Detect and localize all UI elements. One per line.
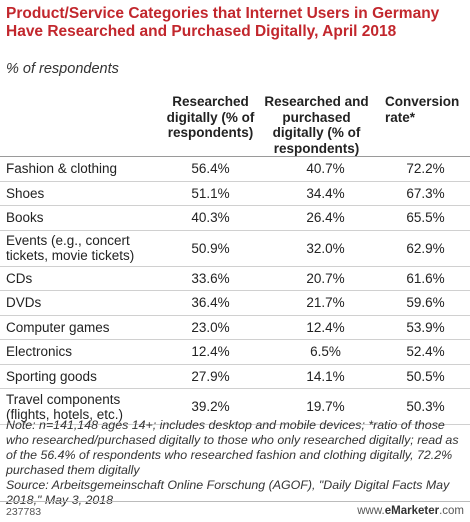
row-purchased-value: 26.4% [258, 205, 375, 231]
table-row: Electronics 12.4% 6.5% 52.4% [0, 339, 470, 365]
table-row: Computer games 23.0% 12.4% 53.9% [0, 315, 470, 340]
row-conversion-value: 50.5% [375, 364, 470, 389]
row-researched-value: 56.4% [163, 156, 258, 182]
chart-subtitle: % of respondents [6, 61, 119, 77]
table-row: Sporting goods 27.9% 14.1% 50.5% [0, 364, 470, 389]
row-category: Shoes [0, 181, 163, 206]
row-purchased-value: 21.7% [258, 290, 375, 316]
row-conversion-value: 52.4% [375, 339, 470, 365]
row-purchased-value: 6.5% [258, 339, 375, 365]
brand-prefix: www. [357, 505, 385, 517]
row-category: Events (e.g., concert tickets, movie tic… [0, 230, 163, 267]
table-row: CDs 33.6% 20.7% 61.6% [0, 266, 470, 291]
row-purchased-value: 34.4% [258, 181, 375, 206]
data-table-container: Researched digitally (% of respondents) … [0, 88, 470, 425]
row-conversion-value: 53.9% [375, 315, 470, 340]
row-conversion-value: 67.3% [375, 181, 470, 206]
row-researched-value: 27.9% [163, 364, 258, 389]
chart-title: Product/Service Categories that Internet… [6, 5, 440, 40]
footer: 237783 www.eMarketer.com [0, 501, 470, 522]
header-researched: Researched digitally (% of respondents) [163, 88, 258, 157]
row-researched-value: 39.2% [163, 388, 258, 425]
table-header-row: Researched digitally (% of respondents) … [0, 88, 470, 157]
row-category: Electronics [0, 339, 163, 365]
row-purchased-value: 19.7% [258, 388, 375, 425]
row-researched-value: 40.3% [163, 205, 258, 231]
row-purchased-value: 12.4% [258, 315, 375, 340]
row-researched-value: 36.4% [163, 290, 258, 316]
row-researched-value: 50.9% [163, 230, 258, 267]
data-table: Researched digitally (% of respondents) … [0, 88, 470, 425]
brand-suffix: .com [439, 505, 464, 517]
table-row: Travel components (flights, hotels, etc.… [0, 388, 470, 425]
row-researched-value: 23.0% [163, 315, 258, 340]
table-row: DVDs 36.4% 21.7% 59.6% [0, 290, 470, 316]
table-body: Fashion & clothing 56.4% 40.7% 72.2% Shoes 51… [0, 156, 470, 425]
row-conversion-value: 65.5% [375, 205, 470, 231]
brand-link[interactable]: www.eMarketer.com [357, 505, 464, 517]
row-category: Travel components (flights, hotels, etc.… [0, 388, 163, 425]
row-category: Sporting goods [0, 364, 163, 389]
header-conversion: Conversion rate* [375, 88, 470, 157]
row-category: Fashion & clothing [0, 156, 163, 182]
row-researched-value: 12.4% [163, 339, 258, 365]
row-purchased-value: 32.0% [258, 230, 375, 267]
chart-id: 237783 [6, 506, 42, 518]
row-category: Computer games [0, 315, 163, 340]
row-purchased-value: 40.7% [258, 156, 375, 182]
row-conversion-value: 61.6% [375, 266, 470, 291]
brand-name: eMarketer [384, 505, 440, 517]
row-conversion-value: 62.9% [375, 230, 470, 267]
row-category: Books [0, 205, 163, 231]
row-researched-value: 51.1% [163, 181, 258, 206]
row-researched-value: 33.6% [163, 266, 258, 291]
chart-note: Note: n=141,148 ages 14+; includes deskt… [6, 418, 466, 508]
row-conversion-value: 72.2% [375, 156, 470, 182]
table-row: Books 40.3% 26.4% 65.5% [0, 205, 470, 231]
row-conversion-value: 50.3% [375, 388, 470, 425]
row-category: DVDs [0, 290, 163, 316]
table-row: Shoes 51.1% 34.4% 67.3% [0, 181, 470, 206]
row-purchased-value: 14.1% [258, 364, 375, 389]
row-category: CDs [0, 266, 163, 291]
header-category [0, 88, 163, 157]
note-text: Note: n=141,148 ages 14+; includes deskt… [6, 418, 459, 477]
source-text: Source: Arbeitsgemeinschaft Online Forsc… [6, 478, 450, 507]
row-conversion-value: 59.6% [375, 290, 470, 316]
table-row: Fashion & clothing 56.4% 40.7% 72.2% [0, 156, 470, 182]
header-purchased: Researched and purchased digitally (% of… [258, 88, 375, 157]
table-row: Events (e.g., concert tickets, movie tic… [0, 230, 470, 267]
row-purchased-value: 20.7% [258, 266, 375, 291]
